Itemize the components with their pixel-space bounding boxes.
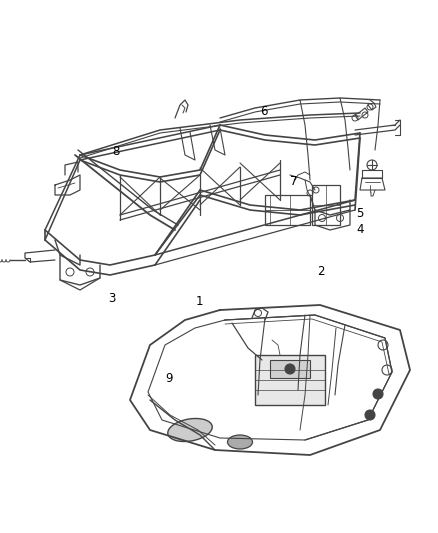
- Bar: [254, 355, 324, 405]
- Bar: [311, 185, 339, 225]
- Text: 5: 5: [356, 207, 363, 220]
- Text: 3: 3: [108, 292, 115, 305]
- Text: 9: 9: [165, 372, 173, 385]
- Circle shape: [284, 364, 294, 374]
- Text: 7: 7: [290, 175, 297, 188]
- Text: 2: 2: [316, 265, 324, 278]
- Text: 4: 4: [355, 223, 363, 236]
- Text: 8: 8: [113, 146, 120, 158]
- Ellipse shape: [227, 435, 252, 449]
- Text: 1: 1: [195, 295, 203, 308]
- Text: 6: 6: [259, 106, 267, 118]
- Circle shape: [364, 410, 374, 420]
- Circle shape: [372, 389, 382, 399]
- Ellipse shape: [167, 418, 212, 441]
- Bar: [269, 360, 309, 378]
- Bar: [265, 195, 309, 225]
